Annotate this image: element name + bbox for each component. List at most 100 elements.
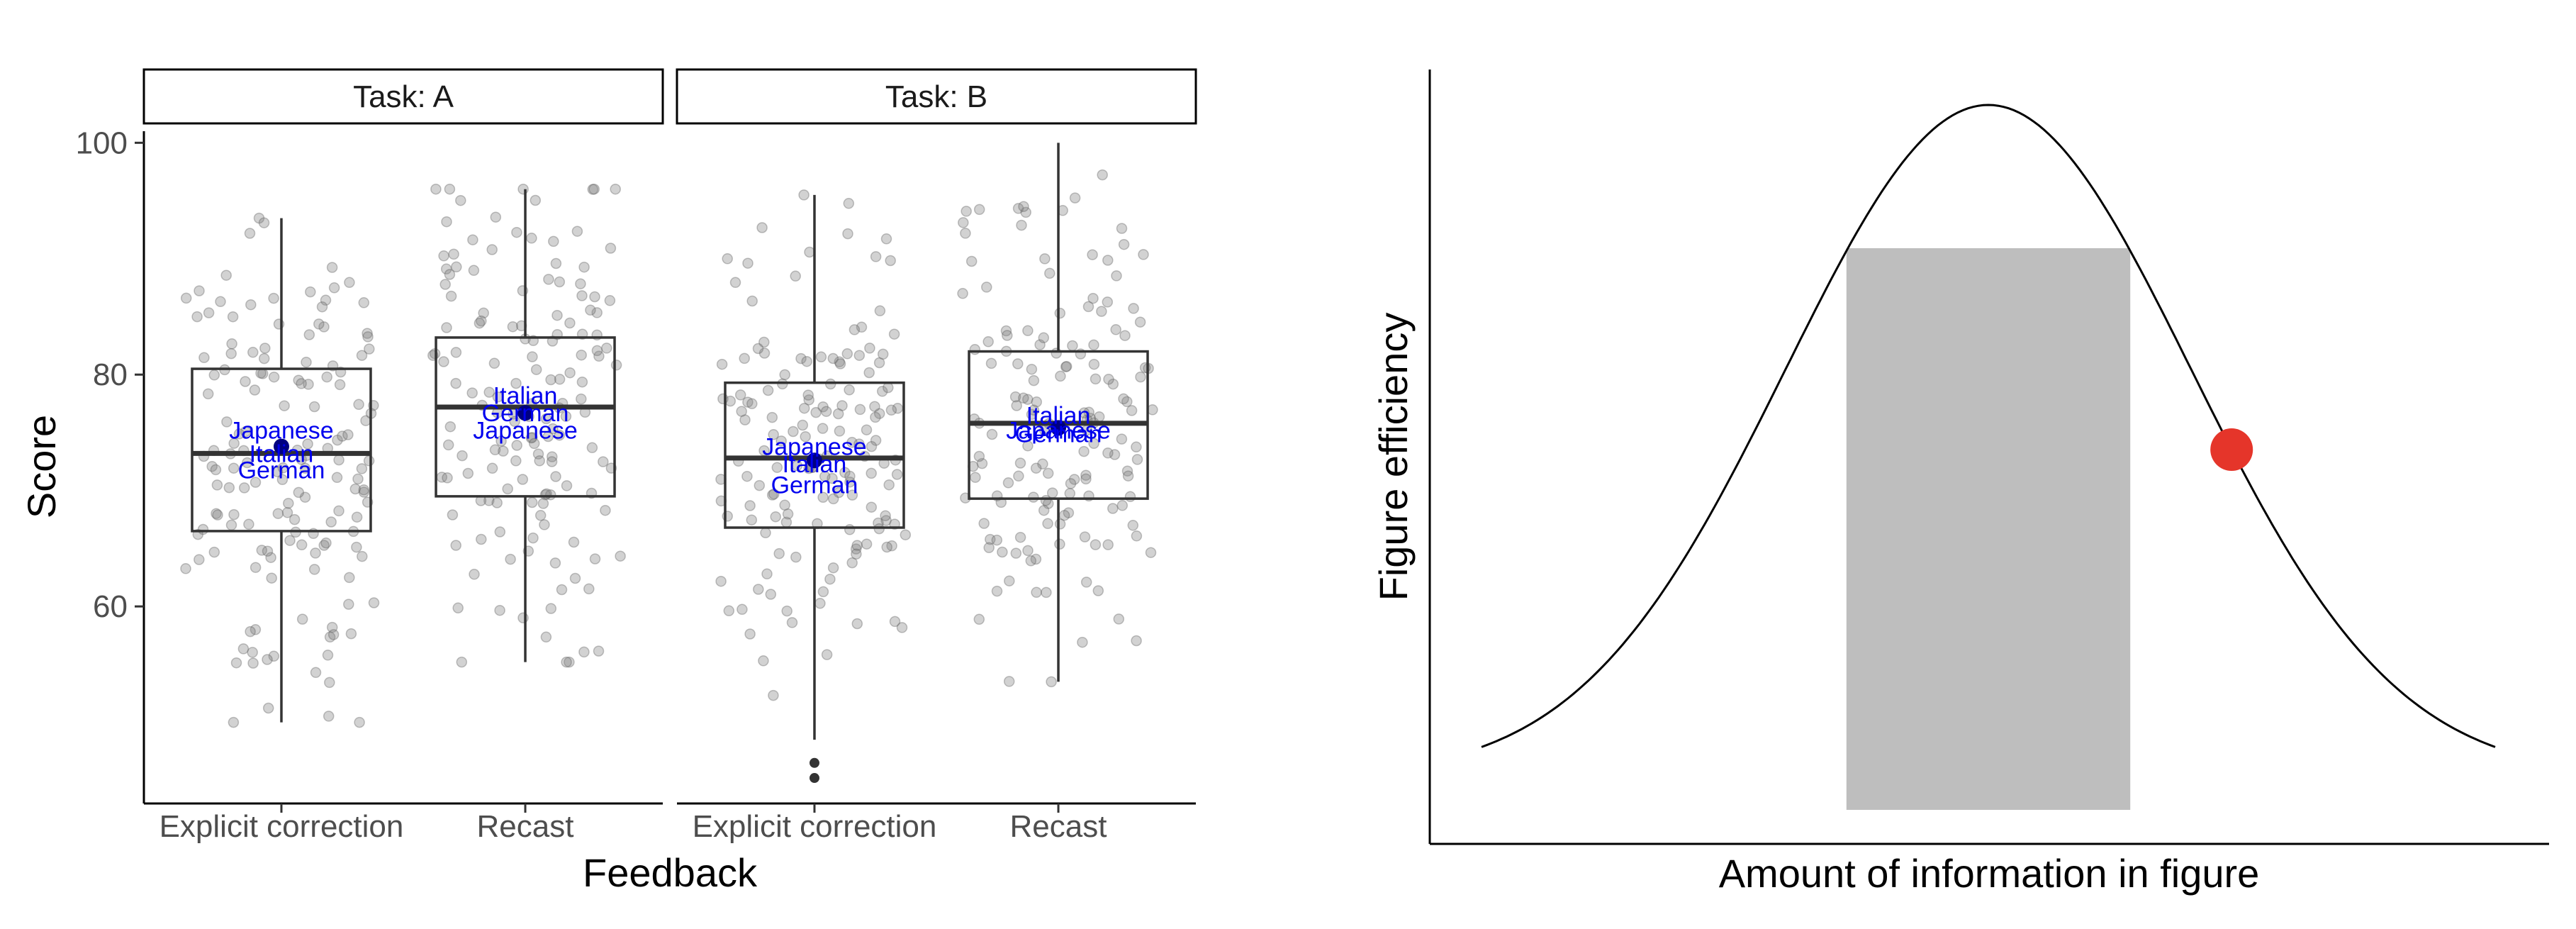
jitter-point: [758, 347, 771, 359]
jitter-point: [742, 257, 754, 269]
group-label: Japanese: [762, 434, 866, 461]
jitter-point: [303, 329, 315, 340]
jitter-point: [885, 255, 896, 267]
jitter-point: [734, 389, 746, 401]
jitter-point: [1118, 238, 1130, 250]
jitter-point: [334, 379, 346, 391]
jitter-point: [1131, 441, 1142, 453]
jitter-point: [795, 352, 807, 365]
jitter-point: [870, 435, 882, 446]
jitter-point: [1022, 440, 1034, 452]
x-tick-label: Recast: [1010, 809, 1107, 844]
jitter-point: [210, 464, 222, 476]
jitter-point: [511, 226, 522, 238]
jitter-point: [1147, 404, 1158, 416]
jitter-point: [358, 486, 370, 498]
jitter-point: [225, 347, 237, 360]
jitter-point: [746, 398, 758, 410]
jitter-point: [856, 321, 868, 333]
jitter-point: [527, 532, 539, 544]
jitter-point: [746, 295, 758, 307]
jitter-point: [554, 429, 566, 441]
jitter-point: [758, 655, 769, 667]
jitter-point: [483, 386, 495, 398]
jitter-point: [1018, 392, 1029, 404]
jitter-point: [605, 243, 617, 254]
jitter-point: [722, 253, 733, 265]
jitter-point: [265, 552, 276, 563]
jitter-point: [997, 546, 1008, 558]
jitter-point: [550, 471, 561, 482]
jitter-point: [276, 474, 289, 486]
jitter-point: [450, 540, 461, 551]
jitter-point: [800, 430, 811, 443]
jitter-point: [328, 282, 340, 294]
jitter-point: [358, 484, 370, 496]
jitter-point: [891, 469, 903, 480]
jitter-point: [357, 550, 368, 562]
jitter-point: [973, 450, 985, 462]
panel-b-jitter-points: [715, 169, 1158, 701]
jitter-point: [814, 598, 826, 609]
jitter-point: [1080, 469, 1092, 481]
jitter-point: [498, 445, 509, 457]
jitter-point: [802, 389, 814, 401]
jitter-point: [467, 234, 478, 245]
jitter-point: [841, 348, 853, 360]
jitter-point: [225, 519, 237, 531]
jitter-point: [310, 667, 322, 679]
jitter-point: [1080, 577, 1092, 588]
jitter-point: [844, 384, 855, 396]
jitter-point: [293, 374, 304, 386]
jitter-point: [442, 472, 453, 484]
jitter-point: [601, 343, 612, 354]
jitter-point: [824, 573, 836, 585]
jitter-point: [1103, 374, 1114, 385]
jitter-point: [1002, 477, 1014, 489]
jitter-point: [768, 689, 779, 701]
jitter-point: [349, 483, 362, 495]
jitter-point: [1014, 457, 1026, 469]
group-label: Italian: [783, 451, 847, 478]
jitter-point: [575, 278, 586, 289]
jitter-point: [850, 543, 862, 555]
jitter-point: [509, 416, 520, 428]
jitter-point: [1138, 249, 1149, 260]
jitter-point: [610, 183, 621, 195]
jitter-point: [333, 454, 345, 466]
jitter-point: [960, 228, 971, 239]
jitter-point: [588, 183, 600, 195]
jitter-point: [353, 399, 364, 411]
right-x-axis-title: Amount of information in figure: [1719, 851, 2260, 896]
jitter-point: [782, 508, 794, 520]
jitter-point: [737, 603, 748, 616]
jitter-point: [532, 448, 544, 460]
jitter-point: [866, 467, 877, 479]
group-label: German: [482, 400, 569, 427]
jitter-point: [242, 457, 253, 469]
x-tick-label: Explicit correction: [693, 809, 937, 844]
jitter-point: [223, 482, 235, 494]
jitter-point: [511, 440, 522, 451]
jitter-point: [1028, 404, 1040, 416]
jitter-point: [457, 450, 468, 462]
jitter-point: [1031, 396, 1043, 408]
jitter-point: [970, 472, 981, 483]
jitter-point: [877, 348, 889, 360]
jitter-point: [320, 537, 332, 549]
jitter-point: [1039, 253, 1051, 265]
jitter-point: [534, 510, 547, 521]
strip-task-b-label: Task: B: [885, 79, 987, 114]
jitter-point: [821, 649, 833, 660]
panel-b-boxes: [724, 143, 1149, 784]
jitter-point: [761, 568, 773, 580]
jitter-point: [1121, 396, 1133, 408]
jitter-point: [351, 511, 363, 523]
jitter-point: [268, 650, 280, 662]
jitter-point: [551, 309, 563, 321]
jitter-point: [798, 402, 810, 414]
jitter-point: [798, 189, 810, 201]
jitter-point: [354, 716, 365, 728]
jitter-point: [226, 338, 237, 350]
